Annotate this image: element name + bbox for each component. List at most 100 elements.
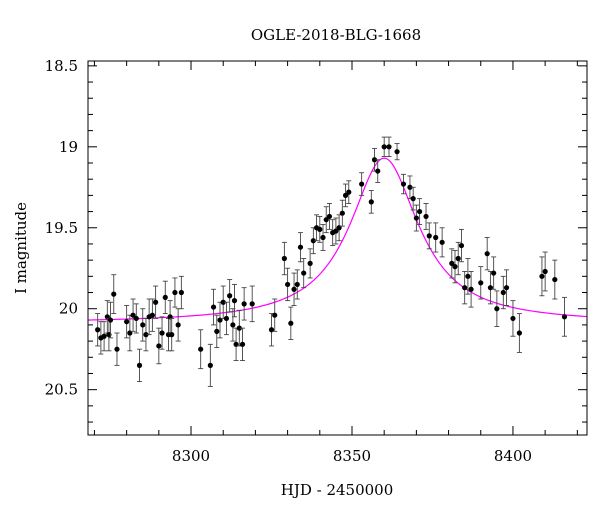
data-marker [400,181,407,187]
x-tick-label: 8300 [172,447,210,465]
data-point [107,301,114,339]
data-point [178,275,184,310]
data-marker [301,270,307,276]
data-marker [288,320,294,326]
data-point [317,215,323,243]
data-point [375,159,381,183]
data-point [114,332,120,366]
data-point [223,301,230,336]
data-point [342,183,349,208]
data-point [484,237,490,271]
data-marker [114,346,120,352]
data-point [491,256,497,290]
data-point [111,274,117,315]
data-marker [458,242,465,249]
data-point [371,147,378,172]
data-marker [236,325,242,331]
data-point [268,313,275,347]
y-tick-label: 19 [59,138,78,156]
data-point [207,343,213,387]
data-point [416,198,423,225]
data-point [272,298,278,332]
y-tick-label: 18.5 [45,57,78,75]
data-point [413,204,419,232]
data-marker [455,255,461,262]
data-marker [426,233,432,239]
data-marker [359,181,365,187]
data-point [172,277,178,308]
data-marker [143,332,149,338]
data-marker [285,281,291,288]
data-point [426,222,432,250]
data-marker [320,234,326,241]
data-point [368,190,374,214]
data-marker [111,291,117,297]
data-point [410,186,416,211]
x-tick-label: 8350 [333,447,371,465]
data-marker [95,327,101,333]
data-marker [159,330,165,336]
data-marker [394,149,400,155]
y-tick-label: 19.5 [45,219,78,237]
data-point [175,308,181,342]
data-point [136,348,143,383]
data-point [487,271,494,305]
data-marker [478,280,484,286]
data-marker [210,304,217,310]
data-marker [178,289,184,296]
data-marker [241,301,247,307]
model-curve [87,157,588,321]
data-marker [140,322,146,328]
data-marker [227,293,233,299]
data-point [249,285,255,323]
data-point [297,232,304,263]
data-marker [561,314,568,320]
data-point [510,300,516,337]
data-point [468,271,474,308]
data-point [494,290,500,327]
data-marker [149,312,155,318]
data-point [339,199,345,227]
data-marker [413,215,419,221]
data-point [465,258,471,295]
data-marker [231,298,238,304]
data-marker [416,208,423,215]
data-point [101,321,107,352]
data-point [143,317,149,352]
data-point [153,285,159,319]
data-point [326,203,333,230]
x-tick-label: 8400 [494,447,532,465]
data-point [449,248,455,279]
data-point [210,288,217,326]
data-marker [124,319,130,325]
data-marker [552,276,558,283]
data-marker [407,184,413,190]
data-marker [230,322,236,328]
data-marker [386,144,392,150]
data-marker [281,255,287,262]
data-marker [107,317,114,323]
data-point [381,136,387,157]
data-marker [162,294,168,300]
data-point [478,266,484,300]
data-marker [223,315,230,322]
y-tick-label: 20.5 [45,381,78,399]
data-marker [156,343,162,349]
data-point [423,203,429,230]
data-point [95,313,101,347]
data-point [230,308,236,342]
data-point [281,241,287,276]
data-point [359,172,365,196]
data-marker [539,273,545,279]
data-marker [333,228,339,234]
data-marker [133,315,139,322]
data-marker [439,239,445,245]
data-marker [339,210,345,216]
data-marker [449,260,455,266]
axes-ticks: 8300 8350 8400 18.5 19 19.5 20 20.5 [45,57,587,465]
data-point [294,269,300,300]
data-marker [500,289,506,296]
data-marker [153,299,159,305]
data-point [130,298,136,332]
data-marker [220,299,226,305]
